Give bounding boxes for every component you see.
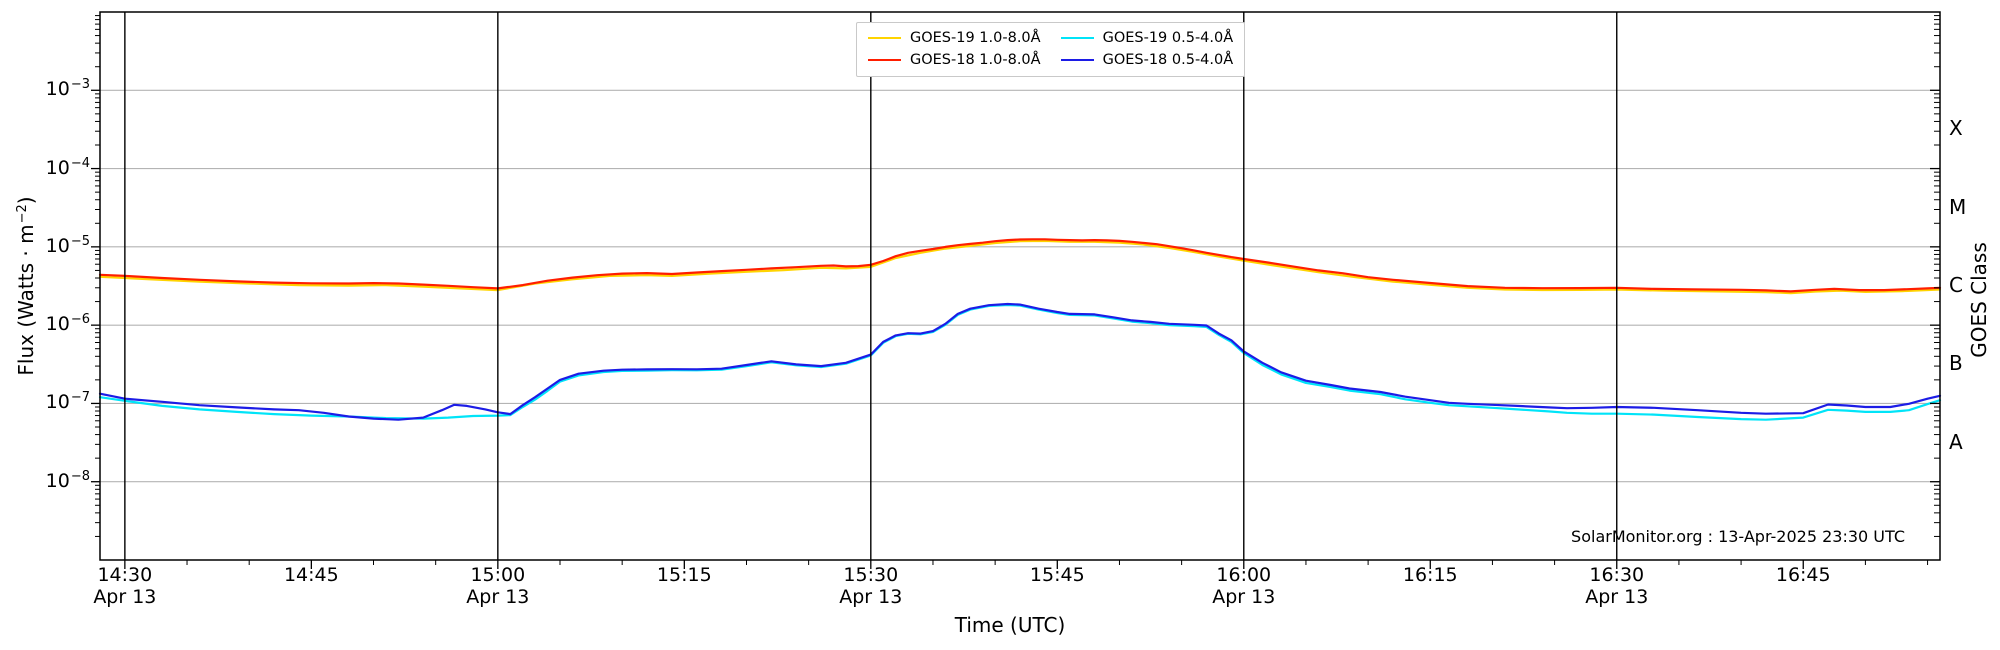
solar-monitor-attribution: SolarMonitor.org : 13-Apr-2025 23:30 UTC bbox=[1571, 527, 1905, 546]
legend-label: GOES-19 1.0-8.0Å bbox=[910, 30, 1041, 46]
y-axis-title: Flux (Watts · m−2) bbox=[14, 196, 38, 376]
legend: GOES-19 1.0-8.0Å GOES-19 0.5-4.0Å GOES-1… bbox=[856, 22, 1246, 77]
legend-label: GOES-18 1.0-8.0Å bbox=[910, 52, 1041, 68]
x-tick-time: 16:30 bbox=[1589, 564, 1645, 586]
x-tick-date: Apr 13 bbox=[93, 586, 157, 608]
y-tick-label: 10−8 bbox=[45, 468, 90, 492]
x-tick-date: Apr 13 bbox=[839, 586, 903, 608]
x-tick-label: 16:30 Apr 13 bbox=[1585, 564, 1649, 609]
goes18-long-line-swatch bbox=[868, 58, 901, 62]
goes-class-X: X bbox=[1949, 116, 1963, 141]
x-tick-date: Apr 13 bbox=[1212, 586, 1276, 608]
goes19-long-line-swatch bbox=[868, 36, 901, 40]
x-tick-date: Apr 13 bbox=[466, 586, 530, 608]
x-tick-time: 16:15 bbox=[1402, 564, 1458, 586]
x-tick-time: 16:45 bbox=[1775, 564, 1831, 586]
y-tick-label: 10−6 bbox=[45, 312, 90, 336]
x-tick-time: 15:45 bbox=[1029, 564, 1085, 586]
goes19-short-line-swatch bbox=[1060, 36, 1094, 40]
goes-class-M: M bbox=[1949, 194, 1967, 219]
legend-label: GOES-18 0.5-4.0Å bbox=[1102, 52, 1234, 68]
goes-class-A: A bbox=[1949, 429, 1963, 454]
x-tick-label: 16:00 Apr 13 bbox=[1212, 564, 1276, 609]
y-tick-label: 10−7 bbox=[45, 390, 90, 414]
x-tick-date: Apr 13 bbox=[1585, 586, 1649, 608]
series-line-1 bbox=[98, 238, 1942, 293]
x-tick-time: 14:30 bbox=[97, 564, 153, 586]
y-tick-label: 10−5 bbox=[45, 233, 90, 257]
x-tick-time: 15:00 bbox=[470, 564, 526, 586]
x-tick-time: 16:00 bbox=[1216, 564, 1272, 586]
x-tick-label: 14:45 bbox=[284, 565, 339, 586]
goes-class-C: C bbox=[1949, 273, 1963, 297]
legend-item-goes18-short: GOES-18 0.5-4.0Å bbox=[1060, 52, 1234, 68]
series-line-3 bbox=[98, 302, 1942, 421]
x-tick-time: 15:30 bbox=[843, 564, 899, 586]
series-line-2 bbox=[98, 303, 1942, 421]
x-tick-label: 15:00 Apr 13 bbox=[466, 564, 530, 609]
legend-item-goes19-long: GOES-19 1.0-8.0Å bbox=[868, 30, 1041, 46]
legend-label: GOES-19 0.5-4.0Å bbox=[1102, 30, 1234, 46]
legend-item-goes18-long: GOES-18 1.0-8.0Å bbox=[868, 52, 1041, 68]
x-axis-title: Time (UTC) bbox=[954, 613, 1066, 637]
x-tick-label: 16:45 bbox=[1776, 565, 1831, 586]
x-tick-label: 14:30 Apr 13 bbox=[93, 564, 157, 609]
x-tick-time: 14:45 bbox=[283, 564, 339, 586]
goes18-short-line-swatch bbox=[1060, 58, 1094, 62]
x-tick-label: 15:15 bbox=[657, 565, 712, 586]
x-tick-label: 16:15 bbox=[1403, 565, 1458, 586]
y-tick-label: 10−3 bbox=[45, 77, 90, 101]
x-tick-time: 15:15 bbox=[656, 564, 712, 586]
right-axis-title: GOES Class bbox=[1967, 242, 1991, 358]
x-tick-label: 15:45 bbox=[1030, 565, 1085, 586]
plot-border bbox=[99, 11, 1941, 561]
legend-item-goes19-short: GOES-19 0.5-4.0Å bbox=[1060, 30, 1234, 46]
series-line-0 bbox=[98, 239, 1942, 295]
x-tick-label: 15:30 Apr 13 bbox=[839, 564, 903, 609]
y-tick-label: 10−4 bbox=[45, 155, 90, 179]
goes-class-B: B bbox=[1949, 351, 1963, 376]
